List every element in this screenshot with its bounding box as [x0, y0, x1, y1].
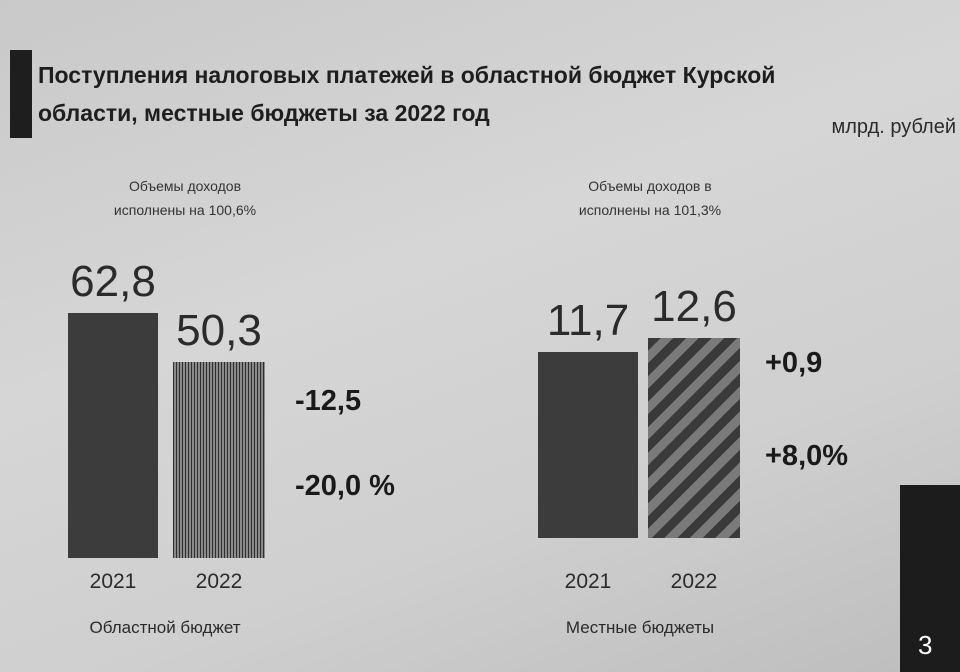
x-tick-label: 2021	[564, 570, 612, 593]
title-line: области, местные бюджеты за 2022 год	[38, 100, 490, 126]
bar	[68, 313, 158, 558]
annotation: +0,9	[765, 347, 823, 379]
value-label: 12,6	[651, 282, 737, 331]
chart-subtitle: Объемы доходов	[128, 178, 242, 194]
annotation: +8,0%	[765, 440, 849, 472]
x-tick-label: 2021	[89, 570, 137, 593]
value-label: 11,7	[546, 296, 630, 346]
x-axis-label: Областной бюджет	[89, 618, 241, 637]
page-number: 3	[918, 630, 933, 660]
chart-subtitle: Объемы доходов в	[588, 178, 712, 194]
bar	[173, 361, 265, 558]
chart-subtitle: исполнены на 101,3%	[578, 202, 722, 218]
unit-label: млрд. рублей	[831, 116, 956, 138]
chart-subtitle: исполнены на 100,6%	[113, 202, 257, 218]
bar	[538, 352, 638, 538]
value-label: 62,8	[70, 257, 156, 306]
title-line: Поступления налоговых платежей в областн…	[38, 62, 776, 88]
bar	[648, 338, 740, 538]
title-marker	[10, 50, 32, 138]
page-number-box	[900, 485, 960, 672]
annotation: -12,5	[295, 385, 362, 417]
annotation: -20,0 %	[295, 470, 395, 502]
x-tick-label: 2022	[195, 570, 243, 593]
value-label: 50,3	[176, 305, 262, 355]
x-axis-label: Местные бюджеты	[565, 618, 715, 637]
x-tick-label: 2022	[670, 570, 718, 593]
